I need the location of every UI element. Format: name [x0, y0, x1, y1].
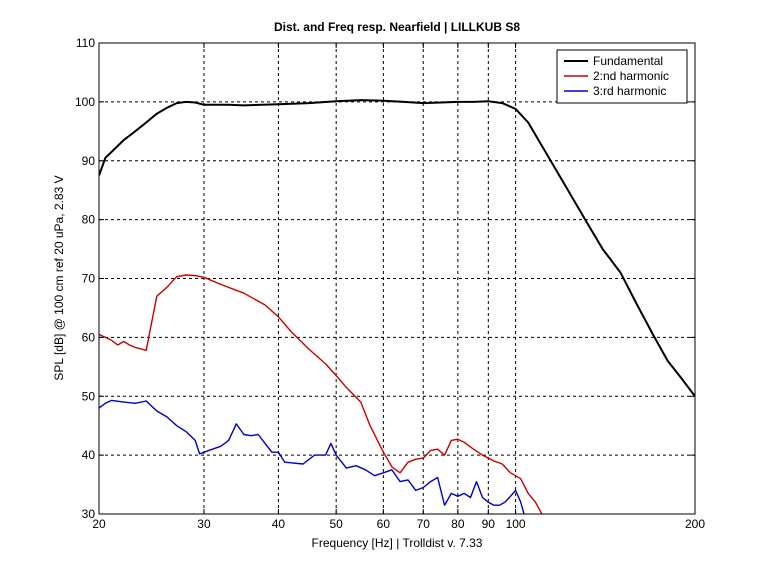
- x-axis-label: Frequency [Hz] | Trolldist v. 7.33: [312, 536, 483, 550]
- y-tick-label: 90: [82, 154, 96, 168]
- chart-title: Dist. and Freq resp. Nearfield | LILLKUB…: [274, 20, 520, 34]
- x-tick-label: 90: [482, 517, 496, 531]
- y-tick-label: 100: [75, 95, 95, 109]
- axis-ticks: 20 30 40 50 60 70 80 90 100 200304050607080901001…: [75, 36, 705, 531]
- x-tick-label: 60: [377, 517, 391, 531]
- x-tick-label: 20: [92, 517, 106, 531]
- y-tick-label: 60: [82, 330, 96, 344]
- series-layer: [99, 99, 695, 514]
- series-line-2-nd-harmonic: [99, 274, 543, 514]
- y-tick-label: 30: [82, 507, 96, 521]
- series-line-fundamental: [99, 99, 695, 397]
- y-tick-label: 110: [76, 36, 95, 50]
- y-axis-label: SPL [dB] @ 100 cm ref 20 uPa, 2.83 V: [52, 175, 66, 380]
- legend-label: 3:rd harmonic: [593, 84, 666, 98]
- x-tick-label: 70: [417, 517, 431, 531]
- plot-area: [99, 43, 695, 514]
- x-tick-label: 200: [685, 517, 705, 531]
- x-tick-label: 80: [451, 517, 465, 531]
- y-tick-label: 50: [82, 389, 96, 403]
- grid: [99, 43, 695, 514]
- x-tick-label: 50: [329, 517, 343, 531]
- x-tick-label: 30: [197, 517, 211, 531]
- series-line-3-rd-harmonic: [99, 399, 525, 514]
- y-tick-label: 80: [82, 213, 96, 227]
- x-tick-label: 100: [506, 517, 526, 531]
- legend-label: Fundamental: [593, 54, 663, 68]
- y-tick-label: 70: [82, 272, 96, 286]
- x-tick-label: 40: [272, 517, 286, 531]
- y-tick-label: 40: [82, 448, 96, 462]
- legend-label: 2:nd harmonic: [593, 69, 669, 83]
